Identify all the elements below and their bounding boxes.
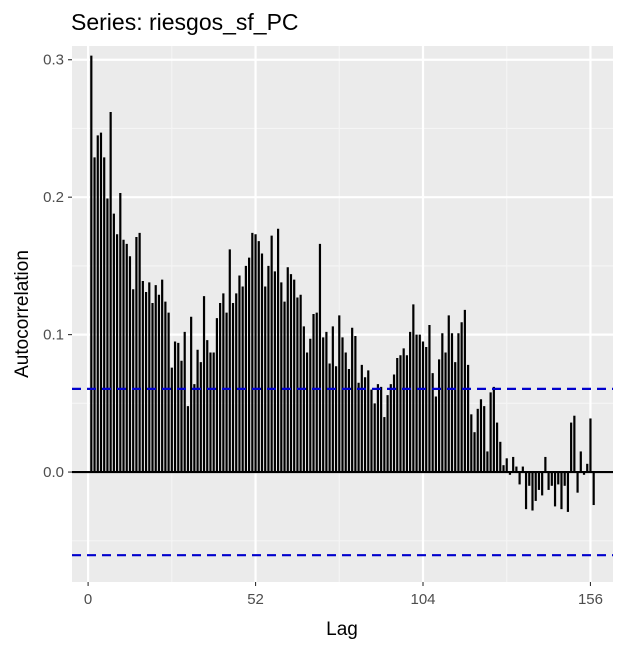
x-tick-label: 104 xyxy=(410,591,435,608)
x-axis-title: Lag xyxy=(326,619,358,640)
x-tick-label: 52 xyxy=(247,591,264,608)
y-tick-label: 0.3 xyxy=(43,52,64,69)
reference-lines xyxy=(72,387,613,557)
x-axis-ticks: 0 52 104 156 xyxy=(84,582,603,608)
y-axis-ticks: 0.0 0.1 0.2 0.3 xyxy=(43,52,72,481)
y-tick-label: 0.2 xyxy=(43,189,64,206)
chart-title: Series: riesgos_sf_PC xyxy=(71,9,299,35)
y-axis-title: Autocorrelation xyxy=(12,250,33,378)
x-tick-label: 156 xyxy=(578,591,603,608)
y-tick-label: 0.0 xyxy=(43,464,64,481)
x-tick-label: 0 xyxy=(84,591,92,608)
y-tick-label: 0.1 xyxy=(43,327,64,344)
acf-bars xyxy=(90,55,595,512)
